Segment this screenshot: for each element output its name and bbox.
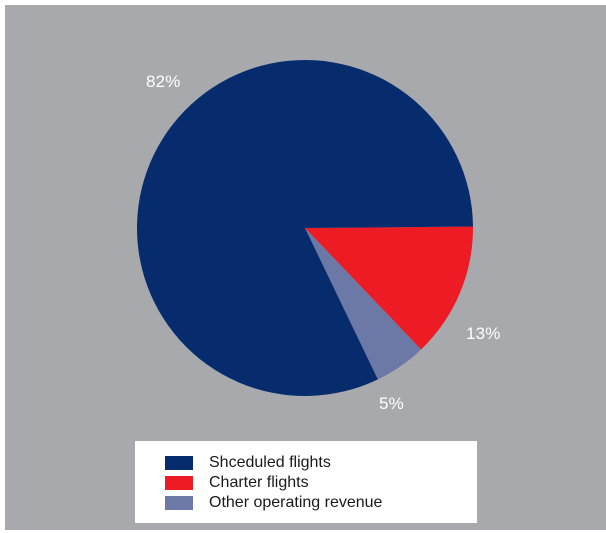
legend-item-other: Other operating revenue xyxy=(165,494,382,512)
slice-label-scheduled: 82% xyxy=(146,72,181,91)
legend-label-scheduled: Shceduled flights xyxy=(209,454,331,471)
legend: Shceduled flights Charter flights Other … xyxy=(135,441,477,523)
slice-label-charter: 13% xyxy=(466,324,501,343)
slice-label-other: 5% xyxy=(379,394,404,413)
legend-item-scheduled: Shceduled flights xyxy=(165,454,331,472)
legend-label-charter: Charter flights xyxy=(209,474,309,491)
slice-charter-flights xyxy=(305,226,473,350)
legend-label-other: Other operating revenue xyxy=(209,494,383,511)
legend-swatch-other xyxy=(165,496,193,510)
legend-item-charter: Charter flights xyxy=(165,474,309,492)
slice-scheduled-flights xyxy=(136,59,473,396)
slice-other-operating-revenue xyxy=(305,228,422,380)
legend-swatch-charter xyxy=(165,476,193,490)
legend-swatch-scheduled xyxy=(165,456,193,470)
